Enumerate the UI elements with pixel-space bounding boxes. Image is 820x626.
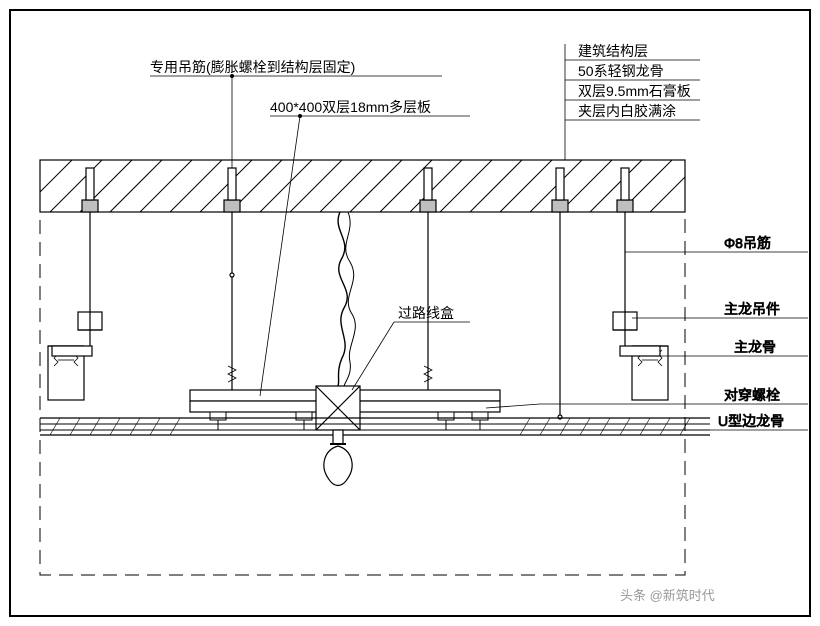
watermark: 头条 @新筑时代 <box>620 588 715 603</box>
top-right-labels: 建筑结构层 50系轻钢龙骨 双层9.5mm石膏板 夹层内白胶满涂 <box>565 43 700 160</box>
junction-box <box>316 386 360 430</box>
label-hanger-anchor: 专用吊筋(膨胀螺栓到结构层固定) <box>150 59 355 75</box>
gypsum-ceiling <box>40 418 710 435</box>
main-runner <box>52 346 660 356</box>
structural-slab <box>40 160 685 212</box>
label-r1: 建筑结构层 <box>578 43 648 59</box>
wire-2 <box>344 212 355 386</box>
label-board: 400*400双层18mm多层板 <box>270 99 431 115</box>
dash-frame <box>40 160 685 575</box>
light-bulb <box>324 430 352 486</box>
top-left-labels: 专用吊筋(膨胀螺栓到结构层固定) 400*400双层18mm多层板 <box>150 59 470 396</box>
label-r4: 夹层内白胶满涂 <box>578 103 676 119</box>
label-r3: 双层9.5mm石膏板 <box>578 83 691 99</box>
center-label: 过路线盒 <box>352 305 470 390</box>
label-junction-box: 过路线盒 <box>398 305 454 321</box>
label-right-a: Φ8吊筋 <box>724 235 771 251</box>
label-right-b: 主龙吊件 <box>724 301 780 317</box>
label-right-c: 主龙骨 <box>734 339 776 355</box>
right-labels: Φ8吊筋 主龙吊件 主龙骨 对穿螺栓 U型边龙骨 <box>486 235 808 430</box>
label-right-d: 对穿螺栓 <box>724 387 780 403</box>
label-right-e: U型边龙骨 <box>718 413 784 429</box>
wire <box>338 212 347 386</box>
label-r2: 50系轻钢龙骨 <box>578 63 664 79</box>
